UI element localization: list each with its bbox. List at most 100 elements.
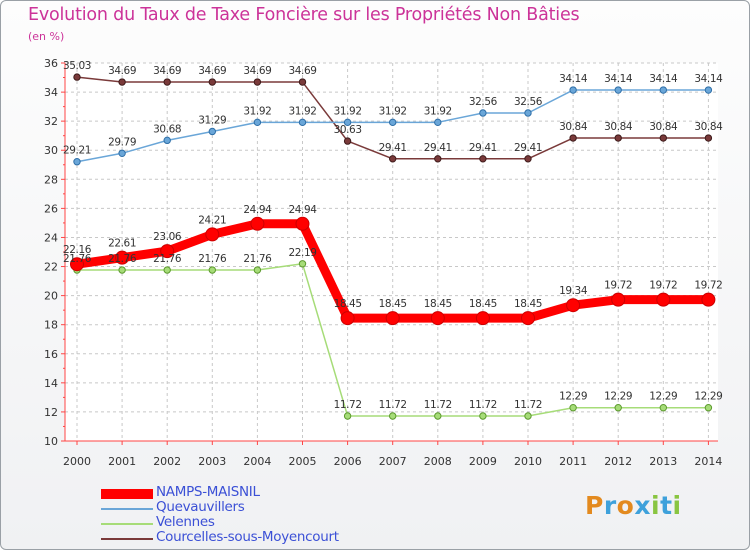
data-point-velennes: [434, 412, 442, 420]
data-point-velennes: [298, 260, 307, 268]
data-label-quevauvillers: 29.79: [108, 136, 136, 148]
data-label-quevauvillers: 31.92: [288, 105, 316, 117]
data-label-quevauvillers: 34.14: [604, 73, 633, 85]
data-label-courcelles-sous-moyencourt: 30.63: [334, 124, 362, 136]
data-label-courcelles-sous-moyencourt: 29.41: [379, 142, 407, 154]
data-label-courcelles-sous-moyencourt: 30.84: [649, 121, 678, 133]
data-label-courcelles-sous-moyencourt: 34.69: [288, 65, 316, 77]
data-point-velennes: [208, 266, 217, 274]
data-point-velennes: [253, 266, 262, 274]
data-label-namps-maisnil: 18.45: [469, 298, 497, 310]
data-label-namps-maisnil: 18.45: [334, 298, 362, 310]
data-label-courcelles-sous-moyencourt: 30.84: [559, 121, 588, 133]
legend-swatch-courcelles: [101, 537, 153, 540]
data-point-velennes: [659, 404, 667, 412]
y-tick-label: 34: [44, 86, 58, 99]
legend-swatch-namps-maisnil: [101, 488, 153, 499]
data-point-courcelles-sous-moyencourt: [253, 78, 262, 86]
data-point-quevauvillers: [434, 118, 442, 127]
data-point-quevauvillers: [343, 118, 352, 127]
chart-title: Evolution du Taux de Taxe Foncière sur l…: [28, 5, 580, 25]
y-tick-label: 32: [44, 115, 58, 128]
legend-item-velennes: Velennes: [101, 514, 421, 531]
x-tick-label: 2010: [514, 455, 542, 468]
x-tick-label: 2009: [469, 455, 497, 468]
data-point-courcelles-sous-moyencourt: [659, 134, 667, 142]
data-point-courcelles-sous-moyencourt: [569, 134, 577, 142]
data-point-courcelles-sous-moyencourt: [73, 73, 81, 81]
y-tick-label: 26: [44, 202, 58, 215]
data-label-velennes: 22.19: [288, 247, 316, 259]
legend-label-quevauvillers: Quevauvillers: [156, 499, 245, 515]
x-tick-label: 2000: [63, 455, 91, 468]
legend-label-namps-maisnil: NAMPS-MAISNIL: [156, 484, 260, 500]
data-point-velennes: [163, 266, 171, 274]
legend-label-velennes: Velennes: [156, 514, 215, 530]
x-tick-label: 2003: [198, 455, 226, 468]
data-label-quevauvillers: 29.21: [63, 145, 91, 157]
x-tick-label: 2011: [559, 455, 587, 468]
data-label-quevauvillers: 34.14: [649, 73, 678, 85]
data-point-quevauvillers: [614, 86, 622, 94]
data-label-quevauvillers: 31.92: [334, 105, 362, 117]
data-point-namps-maisnil: [521, 311, 535, 326]
y-tick-label: 28: [44, 173, 58, 186]
x-tick-label: 2004: [243, 455, 271, 468]
data-point-namps-maisnil: [611, 292, 626, 307]
data-label-velennes: 11.72: [424, 399, 452, 411]
data-label-namps-maisnil: 19.72: [649, 280, 677, 292]
data-point-quevauvillers: [569, 86, 577, 94]
data-label-quevauvillers: 32.56: [514, 96, 543, 108]
data-label-velennes: 11.72: [514, 399, 542, 411]
data-label-velennes: 12.29: [604, 391, 632, 403]
x-tick-label: 2013: [649, 455, 677, 468]
data-point-courcelles-sous-moyencourt: [118, 78, 126, 86]
x-tick-label: 2001: [108, 455, 136, 468]
data-label-quevauvillers: 31.92: [379, 105, 407, 117]
data-label-courcelles-sous-moyencourt: 29.41: [469, 142, 497, 154]
data-label-velennes: 11.72: [469, 399, 497, 411]
x-tick-label: 2008: [424, 455, 452, 468]
legend-swatch-velennes: [101, 522, 153, 525]
legend-item-quevauvillers: Quevauvillers: [101, 499, 421, 516]
y-tick-label: 18: [44, 319, 58, 332]
x-tick-label: 2002: [153, 455, 181, 468]
data-point-namps-maisnil: [160, 244, 175, 259]
data-point-courcelles-sous-moyencourt: [389, 155, 397, 163]
data-label-velennes: 21.76: [63, 253, 92, 265]
data-point-courcelles-sous-moyencourt: [434, 155, 442, 163]
x-tick-label: 2014: [694, 455, 722, 468]
data-label-velennes: 12.29: [559, 391, 587, 403]
data-point-velennes: [479, 412, 487, 420]
data-point-namps-maisnil: [205, 227, 220, 242]
data-point-velennes: [389, 412, 397, 420]
legend-item-namps-maisnil: NAMPS-MAISNIL: [101, 484, 421, 501]
data-label-courcelles-sous-moyencourt: 29.41: [514, 142, 542, 154]
data-point-quevauvillers: [118, 149, 126, 157]
data-point-namps-maisnil: [430, 311, 445, 326]
unit-label: (en %): [28, 30, 65, 43]
x-tick-label: 2007: [379, 455, 407, 468]
proxiti-logo: Proxiti: [585, 491, 682, 520]
data-label-namps-maisnil: 18.45: [424, 298, 452, 310]
data-label-quevauvillers: 32.56: [469, 96, 498, 108]
data-point-velennes: [118, 266, 126, 274]
data-label-velennes: 11.72: [379, 399, 407, 411]
data-point-courcelles-sous-moyencourt: [163, 78, 171, 86]
data-point-quevauvillers: [389, 118, 397, 127]
data-point-velennes: [343, 412, 352, 420]
data-point-courcelles-sous-moyencourt: [524, 155, 532, 163]
legend-swatch-quevauvillers: [101, 507, 153, 510]
data-point-namps-maisnil: [115, 250, 130, 265]
y-tick-label: 24: [44, 231, 58, 244]
data-point-courcelles-sous-moyencourt: [208, 78, 217, 86]
data-label-quevauvillers: 31.29: [198, 114, 226, 126]
data-point-namps-maisnil: [656, 292, 671, 307]
data-label-velennes: 21.76: [198, 253, 227, 265]
data-label-velennes: 11.72: [334, 399, 362, 411]
y-tick-label: 16: [44, 348, 58, 361]
x-tick-label: 2006: [334, 455, 362, 468]
data-label-courcelles-sous-moyencourt: 34.69: [153, 65, 181, 77]
y-tick-label: 22: [44, 261, 58, 274]
y-tick-label: 10: [44, 435, 58, 448]
